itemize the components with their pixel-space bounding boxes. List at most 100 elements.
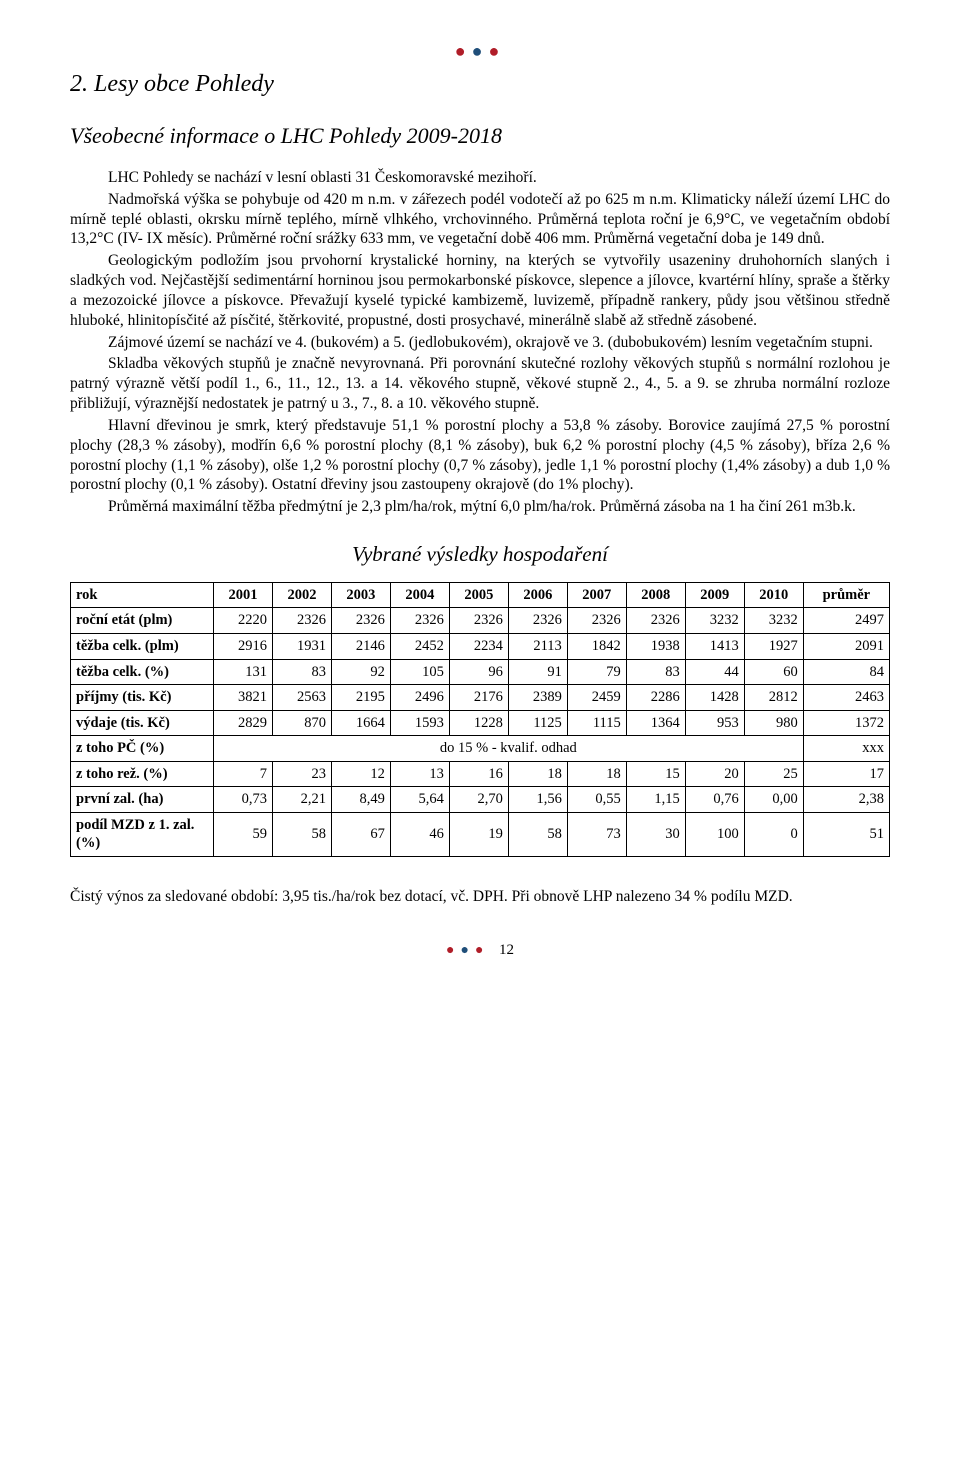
cell-value: 2286 [626,685,685,711]
cell-value: 2326 [567,608,626,634]
cell-value: 2563 [272,685,331,711]
cell-value: 1927 [744,633,803,659]
body-paragraph: Geologickým podložím jsou prvohorní krys… [70,251,890,330]
col-year: 2009 [685,582,744,608]
col-year: 2006 [508,582,567,608]
cell-value: 2812 [744,685,803,711]
cell-value: 1,15 [626,787,685,813]
cell-value: 0 [744,812,803,856]
cell-value: 131 [214,659,273,685]
table-row: z toho rež. (%)723121316181815202517 [71,761,890,787]
cell-value: 2195 [331,685,390,711]
table-body: roční etát (plm)222023262326232623262326… [71,608,890,856]
row-label: z toho PČ (%) [71,736,214,762]
cell-average: 51 [803,812,889,856]
col-year: 2001 [214,582,273,608]
col-year: 2008 [626,582,685,608]
cell-value: 3232 [685,608,744,634]
cell-value: 16 [449,761,508,787]
dot-2: ● [472,41,489,61]
cell-value: 2389 [508,685,567,711]
dot-1: ● [455,41,472,61]
cell-value: 25 [744,761,803,787]
cell-value: 2,21 [272,787,331,813]
cell-value: 2916 [214,633,273,659]
cell-value: 91 [508,659,567,685]
row-label: roční etát (plm) [71,608,214,634]
cell-value: 13 [390,761,449,787]
body-paragraph: Skladba věkových stupňů je značně nevyro… [70,354,890,413]
cell-value: 1115 [567,710,626,736]
footnote-paragraph: Čistý výnos za sledované období: 3,95 ti… [70,887,890,907]
col-year: 2007 [567,582,626,608]
cell-value: 83 [272,659,331,685]
table-row: těžba celk. (plm)29161931214624522234211… [71,633,890,659]
cell-value: 1428 [685,685,744,711]
cell-value: 105 [390,659,449,685]
cell-value: 2220 [214,608,273,634]
cell-value: 23 [272,761,331,787]
body-paragraph: Zájmové území se nachází ve 4. (bukovém)… [70,333,890,353]
cell-value: 20 [685,761,744,787]
dot-1: ● [446,943,460,958]
cell-average: 1372 [803,710,889,736]
table-row: výdaje (tis. Kč)282987016641593122811251… [71,710,890,736]
cell-value: 0,73 [214,787,273,813]
cell-average: xxx [803,736,889,762]
cell-value: 15 [626,761,685,787]
body-paragraph: LHC Pohledy se nachází v lesní oblasti 3… [70,168,890,188]
cell-value: 2452 [390,633,449,659]
body-paragraph: Hlavní dřevinou je smrk, který představu… [70,416,890,495]
row-label: první zal. (ha) [71,787,214,813]
table-head: rok 200120022003200420052006200720082009… [71,582,890,608]
table-row: roční etát (plm)222023262326232623262326… [71,608,890,634]
cell-value: 58 [272,812,331,856]
row-label: příjmy (tis. Kč) [71,685,214,711]
cell-value: 30 [626,812,685,856]
cell-value: 1125 [508,710,567,736]
cell-value: 2459 [567,685,626,711]
cell-value: 1228 [449,710,508,736]
cell-value: 1364 [626,710,685,736]
cell-value: 12 [331,761,390,787]
cell-value: 2326 [508,608,567,634]
col-rok: rok [71,582,214,608]
cell-value: 92 [331,659,390,685]
page-number: 12 [499,942,514,958]
page-footer: ●●● 12 [70,941,890,960]
table-row: podíl MZD z 1. zal. (%)59586746195873301… [71,812,890,856]
cell-value: 2326 [449,608,508,634]
row-label: výdaje (tis. Kč) [71,710,214,736]
table-row: z toho PČ (%)do 15 % - kvalif. odhadxxx [71,736,890,762]
cell-value: 0,55 [567,787,626,813]
col-year: 2010 [744,582,803,608]
row-label: z toho rež. (%) [71,761,214,787]
cell-value: 60 [744,659,803,685]
cell-value: 2,70 [449,787,508,813]
dot-3: ● [475,943,489,958]
cell-value: 2829 [214,710,273,736]
cell-value: 1413 [685,633,744,659]
cell-average: 84 [803,659,889,685]
cell-value: 0,00 [744,787,803,813]
col-year: 2004 [390,582,449,608]
cell-value: 7 [214,761,273,787]
cell-value: 2326 [331,608,390,634]
cell-value: 59 [214,812,273,856]
cell-value: 83 [626,659,685,685]
table-heading: Vybrané výsledky hospodaření [70,541,890,568]
col-year: 2002 [272,582,331,608]
cell-average: 2497 [803,608,889,634]
cell-value: 2496 [390,685,449,711]
header-ornament-dots: ●●● [70,40,890,63]
cell-average: 2463 [803,685,889,711]
cell-value: 1931 [272,633,331,659]
row-label: podíl MZD z 1. zal. (%) [71,812,214,856]
col-year: 2003 [331,582,390,608]
cell-average: 2091 [803,633,889,659]
cell-value: 67 [331,812,390,856]
cell-value: 870 [272,710,331,736]
cell-value: 8,49 [331,787,390,813]
cell-value: 5,64 [390,787,449,813]
cell-value: 1593 [390,710,449,736]
